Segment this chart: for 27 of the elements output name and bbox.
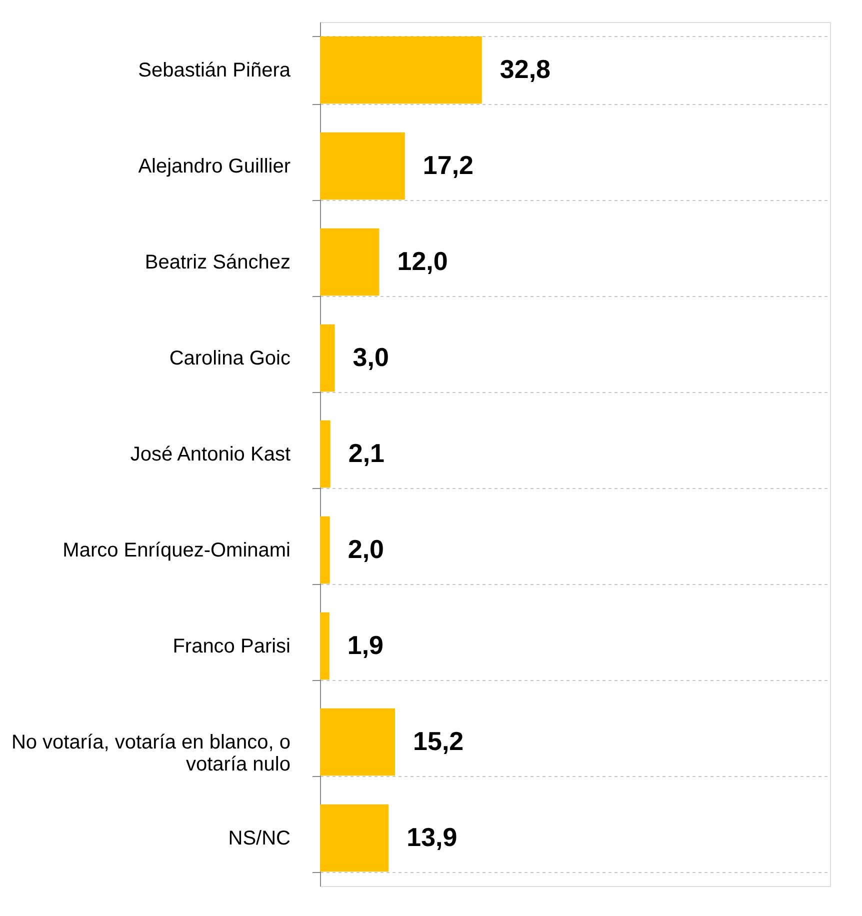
- y-tick-label: Sebastián Piñera: [138, 60, 292, 82]
- data-label: 12,0: [397, 246, 448, 276]
- y-tick-label: José Antonio Kast: [130, 444, 291, 466]
- data-label: 3,0: [352, 342, 389, 372]
- bar: [320, 708, 396, 776]
- data-label: 17,2: [422, 150, 474, 180]
- bar: [320, 804, 389, 872]
- bar: [320, 420, 330, 488]
- y-tick-label: Marco Enríquez-Ominami: [62, 540, 290, 562]
- bar: [320, 324, 335, 392]
- data-label: 13,9: [406, 822, 458, 852]
- data-label: 2,1: [348, 438, 385, 468]
- data-label: 32,8: [500, 54, 551, 84]
- bar: [320, 228, 380, 296]
- y-tick-label: NS/NC: [228, 828, 290, 850]
- y-tick-label: No votaría, votaría en blanco, o votaría nulo: [11, 732, 290, 776]
- bar: [320, 612, 330, 680]
- data-label: 1,9: [347, 630, 384, 660]
- y-tick-label: Franco Parisi: [172, 636, 290, 658]
- data-label: 2,0: [348, 534, 384, 564]
- bar: [320, 132, 405, 200]
- data-label: 15,2: [413, 726, 464, 756]
- y-tick-label: Alejandro Guillier: [138, 156, 291, 178]
- y-tick-label: Carolina Goic: [169, 348, 290, 370]
- bar: [320, 516, 330, 584]
- bar: [320, 36, 482, 104]
- y-tick-label: Beatriz Sánchez: [144, 252, 290, 274]
